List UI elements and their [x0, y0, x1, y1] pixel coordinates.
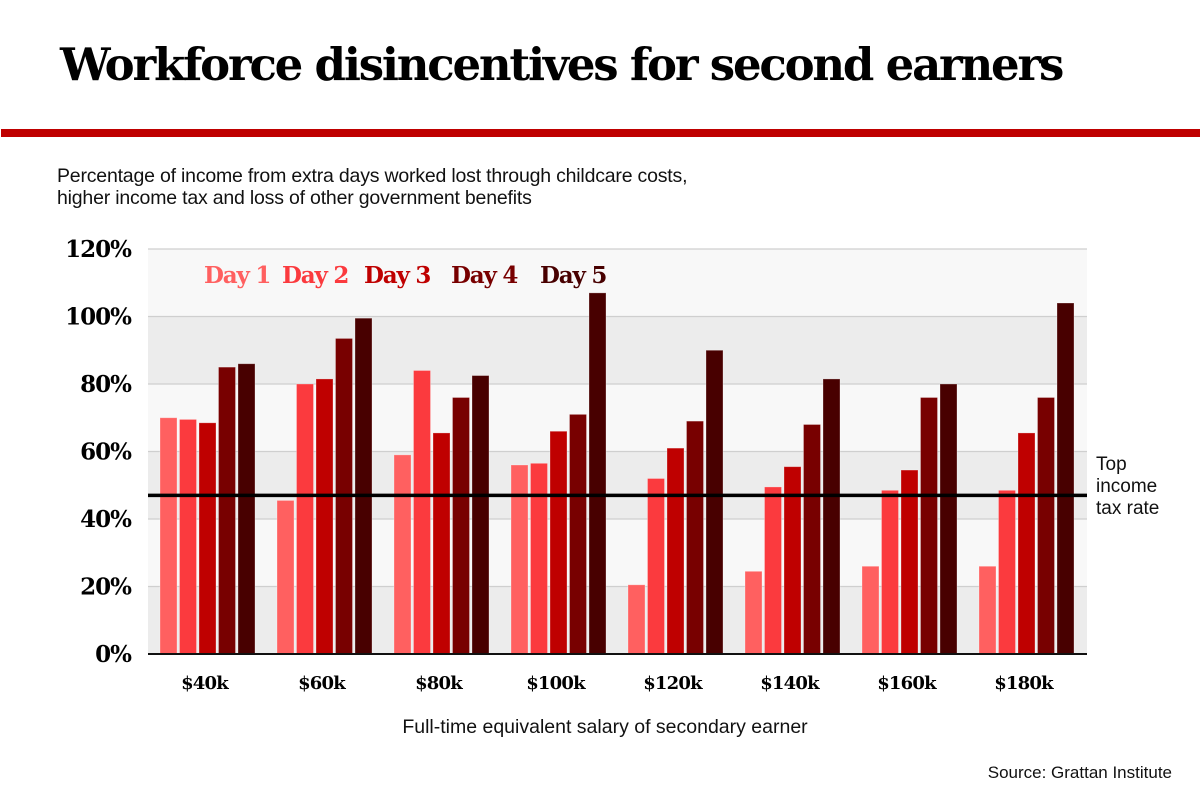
bar [315, 378, 334, 655]
subtitle-line-2: higher income tax and loss of other gove… [57, 187, 532, 209]
reference-line-label: tax rate [1096, 498, 1159, 519]
bar [764, 486, 782, 655]
title-divider [1, 129, 1200, 137]
source-note: Source: Grattan Institute [987, 763, 1172, 782]
bar [179, 419, 197, 655]
legend-item-day-3: Day 3 [364, 262, 430, 289]
y-tick-label: 20% [80, 574, 132, 601]
bar-group [978, 302, 1075, 655]
chart-subtitle: Percentage of income from extra days wor… [57, 165, 687, 209]
bar [1017, 432, 1036, 655]
bar [939, 383, 958, 655]
y-tick-label: 120% [65, 236, 132, 263]
bar [978, 565, 997, 655]
plot-band [148, 249, 1087, 317]
bar [686, 420, 704, 655]
y-tick-label: 60% [80, 439, 132, 466]
legend-item-day-4: Day 4 [451, 262, 518, 289]
bar [647, 478, 665, 655]
reference-line-label: income [1096, 476, 1157, 497]
y-axis-ticks: 0% 20% 40% 60% 80% 100% 120% [65, 236, 133, 668]
x-tick-label: $60k [298, 673, 346, 694]
y-tick-label: 40% [80, 506, 132, 533]
reference-line-label: Top [1096, 454, 1127, 475]
bar [296, 383, 314, 655]
legend-item-day-2: Day 2 [282, 262, 348, 289]
x-axis-label: Full-time equivalent salary of secondary… [402, 716, 808, 738]
bar [1037, 397, 1055, 655]
x-tick-label: $80k [415, 673, 463, 694]
y-tick-label: 0% [95, 641, 132, 668]
bar-group [627, 349, 724, 655]
bar [881, 489, 899, 655]
bar [218, 366, 236, 655]
bar [354, 317, 373, 655]
bar [822, 378, 841, 655]
bar [998, 489, 1016, 655]
y-tick-label: 100% [65, 304, 132, 331]
x-axis-ticks: $40k $60k $80k $100k $120k $140k $160k $180k [181, 673, 1055, 694]
bar [549, 430, 568, 655]
bar [803, 424, 821, 655]
bar-group [276, 317, 373, 655]
bar [452, 397, 470, 655]
bar [393, 454, 412, 655]
plot-band [148, 316, 1087, 384]
y-tick-label: 80% [80, 371, 132, 398]
bar-group [510, 292, 607, 655]
bar [861, 565, 880, 655]
bar [198, 422, 217, 655]
bar-group [393, 370, 490, 655]
bar [510, 464, 529, 655]
x-tick-label: $120k [643, 673, 703, 694]
chart-title: Workforce disincentives for second earne… [60, 38, 1064, 91]
x-tick-label: $40k [181, 673, 229, 694]
bars [159, 292, 1075, 655]
bar [432, 432, 451, 655]
bar [159, 417, 178, 655]
bar [276, 500, 295, 655]
bar [920, 397, 938, 655]
legend: Day 1 Day 2 Day 3 Day 4 Day 5 [204, 262, 608, 289]
bar [588, 292, 607, 655]
bar [666, 447, 685, 655]
bar [705, 349, 724, 655]
bar [627, 584, 646, 655]
legend-item-day-1: Day 1 [204, 262, 270, 289]
bar [237, 363, 256, 655]
bar-group [744, 378, 841, 655]
x-tick-label: $180k [994, 673, 1054, 694]
x-tick-label: $160k [877, 673, 937, 694]
bar-group [159, 363, 256, 655]
x-tick-label: $140k [760, 673, 820, 694]
bar [744, 570, 763, 655]
legend-item-day-5: Day 5 [540, 262, 606, 289]
bar [900, 469, 919, 655]
x-tick-label: $100k [526, 673, 586, 694]
subtitle-line-1: Percentage of income from extra days wor… [57, 165, 688, 187]
bar [471, 375, 490, 655]
bar [530, 462, 548, 655]
bar [413, 370, 431, 655]
bar [1056, 302, 1075, 655]
bar [569, 413, 587, 655]
